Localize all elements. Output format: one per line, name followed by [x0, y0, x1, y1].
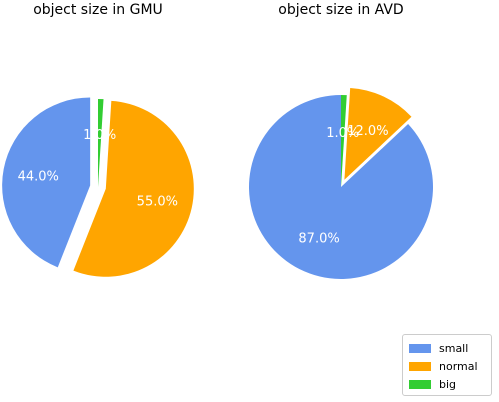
- pie-slice-gmu-big: [98, 99, 104, 187]
- pie-label-gmu-big: 1.0%: [83, 128, 116, 143]
- legend-label-normal: normal: [439, 360, 478, 373]
- legend: small normal big: [402, 334, 492, 396]
- legend-label-small: small: [439, 342, 469, 355]
- pie-chart-gmu: object size in GMU 44.0% 55.0% 1.0%: [2, 2, 194, 277]
- legend-label-big: big: [439, 378, 457, 391]
- legend-item-big: big: [409, 376, 485, 393]
- chart-title-avd: object size in AVD: [278, 2, 403, 18]
- pie-label-gmu-normal: 55.0%: [137, 194, 178, 209]
- legend-swatch-big: [409, 380, 431, 389]
- legend-swatch-normal: [409, 362, 431, 371]
- pie-slice-gmu-normal: [73, 100, 194, 277]
- pie-label-avd-big: 1.0%: [326, 126, 359, 141]
- pie-slice-avd-normal: [344, 87, 412, 180]
- legend-item-normal: normal: [409, 358, 485, 375]
- pie-slice-gmu-small: [2, 97, 91, 268]
- chart-title-gmu: object size in GMU: [33, 2, 163, 18]
- pie-label-avd-normal: 12.0%: [347, 124, 388, 139]
- pie-label-avd-small: 87.0%: [298, 232, 339, 247]
- legend-swatch-small: [409, 344, 431, 353]
- legend-item-small: small: [409, 340, 485, 357]
- pie-slice-avd-big: [341, 95, 347, 187]
- pie-slice-avd-small: [249, 95, 434, 279]
- pie-chart-avd: object size in AVD 87.0% 12.0%1.0%: [249, 2, 434, 279]
- pie-label-gmu-small: 44.0%: [18, 170, 59, 185]
